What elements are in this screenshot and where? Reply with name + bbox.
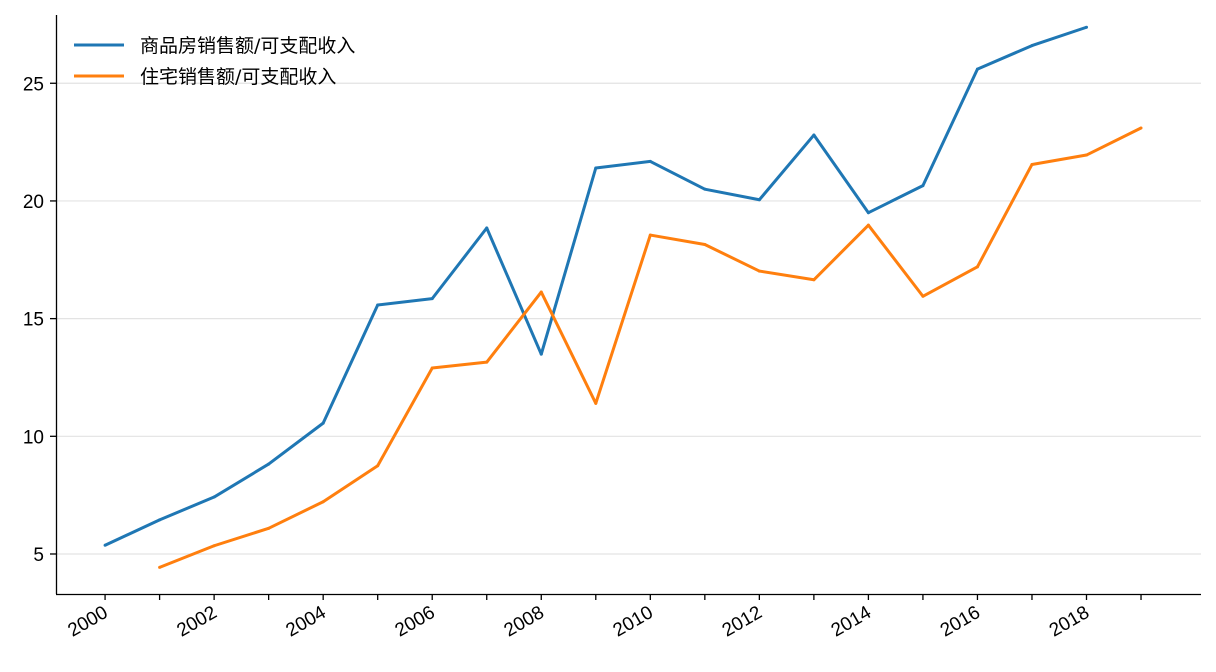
data-point-series-0-2001 [158, 518, 162, 522]
axes [55, 15, 1201, 596]
data-point-series-0-2009 [594, 166, 598, 170]
x-tick-label: 2002 [174, 602, 221, 641]
data-point-series-1-2014 [866, 223, 870, 227]
data-point-series-1-2016 [975, 265, 979, 269]
x-tick-label: 2018 [1046, 602, 1093, 641]
y-tick-label: 20 [23, 192, 44, 213]
x-tick-label: 2016 [937, 602, 984, 641]
data-point-series-0-2002 [212, 495, 216, 499]
data-point-series-0-2018 [1085, 25, 1088, 29]
data-point-series-1-2015 [921, 294, 925, 298]
x-tick-label: 2000 [64, 602, 111, 641]
legend-label-series-0: 商品房销售额/可支配收入 [140, 35, 355, 57]
data-point-series-1-2012 [757, 269, 761, 273]
grid-lines [56, 82, 1201, 555]
data-point-series-1-2018 [1085, 153, 1088, 157]
data-point-series-1-2002 [212, 544, 216, 548]
data-point-series-0-2004 [321, 421, 325, 425]
x-ticks: 2000 2002 2004 2006 2008 2010 2012 2014 2016 2018 [64, 594, 1142, 642]
data-point-series-0-2012 [757, 198, 761, 202]
data-point-series-0-2015 [921, 184, 925, 188]
legend: 商品房销售额/可支配收入 住宅销售额/可支配收入 [74, 35, 355, 88]
y-tick-label: 10 [23, 427, 44, 448]
legend-label-series-1: 住宅销售额/可支配收入 [140, 66, 336, 88]
data-point-series-1-2004 [321, 500, 325, 504]
data-point-series-0-2013 [812, 133, 816, 137]
data-point-series-1-2013 [812, 278, 816, 282]
data-point-series-0-2006 [430, 297, 434, 301]
data-point-series-0-2008 [539, 352, 543, 356]
data-point-series-1-2003 [267, 526, 271, 530]
x-tick-label: 2006 [392, 602, 439, 641]
data-point-series-0-2007 [485, 226, 489, 230]
data-point-series-0-2017 [1030, 44, 1034, 48]
data-point-series-1-2007 [485, 360, 489, 364]
y-tick-label: 15 [23, 310, 44, 331]
x-tick-label: 2014 [828, 602, 875, 642]
x-tick-label: 2004 [283, 602, 330, 642]
x-tick-label: 2008 [501, 602, 548, 641]
data-point-series-1-2019 [1139, 126, 1143, 130]
y-tick-label: 25 [23, 74, 44, 95]
data-point-series-1-2001 [158, 565, 162, 569]
data-point-series-0-2005 [376, 303, 380, 307]
data-point-series-1-2005 [376, 464, 380, 468]
data-point-series-1-2008 [539, 290, 543, 294]
data-point-series-0-2010 [648, 159, 652, 163]
data-point-series-0-2003 [267, 462, 271, 466]
y-tick-label: 5 [33, 545, 44, 566]
data-point-series-1-2006 [430, 366, 434, 370]
data-point-series-1-2017 [1030, 162, 1034, 166]
data-point-series-0-2011 [703, 187, 707, 191]
x-tick-label: 2010 [610, 602, 657, 641]
x-tick-label: 2012 [719, 602, 766, 641]
series-line-1 [159, 126, 1142, 569]
data-point-series-0-2016 [975, 67, 979, 71]
y-ticks: 5 10 15 20 25 [23, 74, 56, 566]
data-point-series-1-2009 [594, 401, 598, 405]
data-point-series-1-2010 [648, 233, 652, 237]
series-lines [103, 25, 1143, 569]
data-point-series-0-2000 [103, 543, 107, 547]
data-point-series-1-2011 [703, 242, 707, 246]
data-point-series-0-2014 [866, 211, 870, 215]
